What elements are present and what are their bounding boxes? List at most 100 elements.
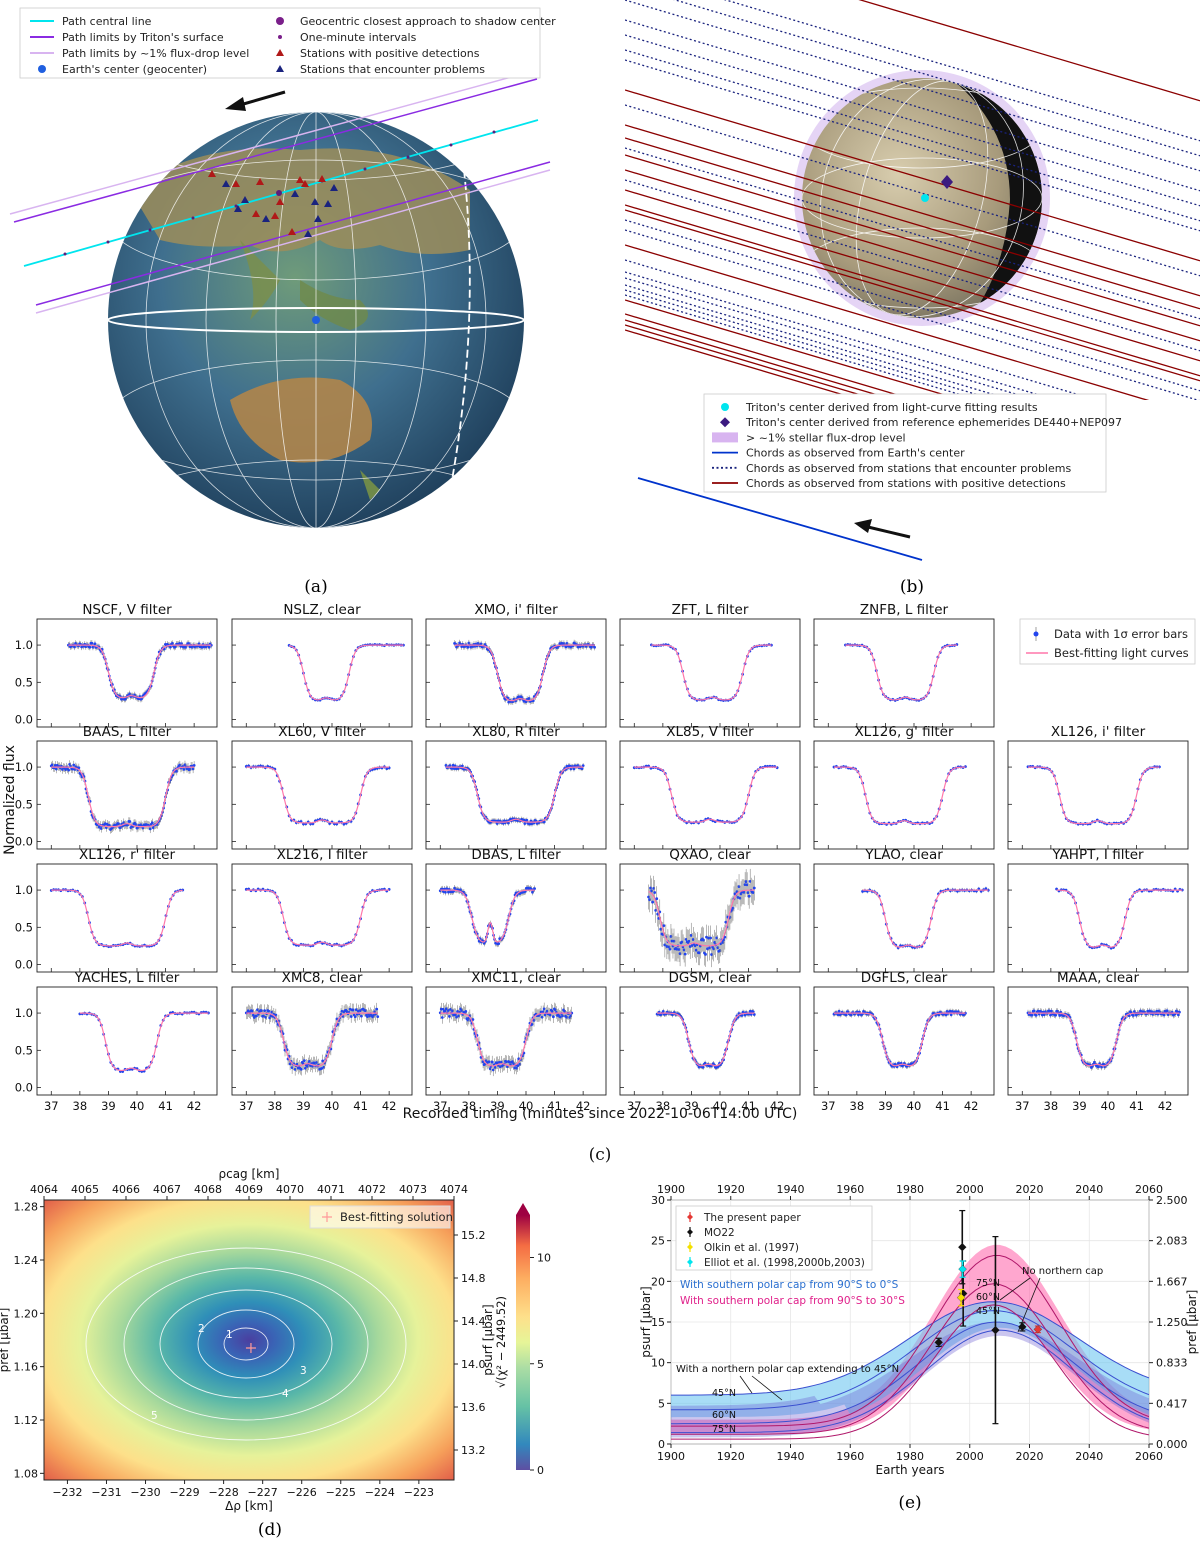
x-tick-label: 40	[130, 1099, 145, 1113]
data-point	[581, 764, 585, 768]
y-tick-label: 0.5	[15, 797, 33, 811]
d-xtick-top: 4071	[317, 1183, 345, 1196]
data-point	[716, 946, 720, 950]
data-point	[336, 1022, 340, 1026]
x-tick-label: 38	[462, 1099, 477, 1113]
chord-line	[625, 154, 1200, 327]
light-curve-subplot: XL126, i' filter	[1007, 724, 1189, 850]
data-point	[192, 763, 196, 767]
legend-b-item: Triton's center derived from reference e…	[720, 416, 1122, 429]
subplot-title: XMO, i' filter	[474, 602, 558, 618]
e-xlabel: Earth years	[875, 1463, 944, 1477]
y-tick-label: 1.0	[15, 1006, 33, 1020]
data-point	[73, 645, 76, 649]
annot-northern-cap: With a northern polar cap extending to 4…	[676, 1364, 899, 1375]
data-point	[295, 1062, 299, 1066]
data-point	[523, 822, 527, 825]
data-point	[651, 900, 655, 904]
chord-line	[625, 179, 1200, 352]
model-curve	[68, 644, 212, 699]
data-point	[376, 1015, 380, 1019]
chord-line	[625, 49, 1200, 222]
legend-b-label: Triton's center derived from light-curve…	[745, 401, 1038, 414]
data-point	[288, 1062, 292, 1066]
data-point	[508, 1060, 511, 1064]
subplot-title: XMC8, clear	[282, 970, 363, 986]
contour-label: 1	[226, 1329, 233, 1341]
data-point	[1165, 1009, 1169, 1013]
subplot-title: YLAO, clear	[864, 847, 943, 863]
data-point	[447, 890, 450, 894]
data-point	[654, 908, 658, 912]
data-point	[701, 1065, 705, 1069]
data-point	[682, 948, 686, 952]
data-point	[724, 920, 728, 924]
data-point	[684, 937, 688, 941]
model-curve	[862, 889, 989, 948]
data-point	[672, 939, 676, 943]
e-xtick-top: 1980	[896, 1183, 924, 1196]
data-point	[439, 1007, 443, 1011]
d-ytick-right: 14.8	[461, 1272, 486, 1285]
data-point	[150, 821, 154, 825]
legend-c-label: Data with 1σ error bars	[1054, 627, 1188, 641]
data-point	[450, 767, 454, 770]
legend-a-label: Geocentric closest approach to shadow ce…	[300, 15, 556, 28]
data-point	[675, 947, 679, 951]
data-point	[653, 891, 657, 894]
data-point	[151, 826, 155, 830]
data-point	[1162, 1013, 1166, 1017]
y-tick-label: 1.0	[15, 638, 33, 652]
d-xtick: −227	[248, 1486, 278, 1499]
e-xtick-top: 2000	[956, 1183, 984, 1196]
chord-line	[625, 0, 1200, 172]
light-curve-subplot: MAAA, clear 37 38 39 40 41 42	[1007, 970, 1189, 1113]
data-point	[183, 763, 187, 767]
data-point	[737, 885, 741, 889]
data-point	[122, 821, 126, 825]
d-xtick-top: 4069	[235, 1183, 263, 1196]
data-point	[541, 1010, 545, 1014]
data-point	[569, 767, 573, 771]
data-point	[264, 1015, 268, 1019]
d-xtick: −223	[404, 1486, 434, 1499]
d-ytick-right: 14.0	[461, 1358, 486, 1371]
x-tick-label: 42	[382, 1099, 397, 1113]
data-point	[479, 642, 483, 646]
data-point	[751, 891, 755, 894]
light-curve-subplot: YAHPT, I filter	[1007, 847, 1189, 973]
data-point	[513, 1066, 517, 1070]
x-tick-label: 37	[44, 1099, 59, 1113]
flux-limit-south	[35, 169, 551, 314]
legend-e-label: Olkin et al. (1997)	[704, 1242, 799, 1254]
data-point	[1032, 1009, 1036, 1013]
data-point	[290, 1066, 294, 1070]
data-point	[670, 939, 674, 943]
data-point	[117, 822, 121, 826]
model-curve	[51, 889, 183, 947]
x-tick-label: 42	[1158, 1099, 1173, 1113]
data-point	[683, 952, 687, 956]
data-point	[444, 890, 447, 894]
data-point	[747, 894, 751, 898]
data-point	[351, 1008, 355, 1012]
legend-a-item: Earth's center (geocenter)	[38, 63, 207, 76]
x-tick-label: 38	[656, 1099, 671, 1113]
legend-a-label: Earth's center (geocenter)	[62, 63, 207, 76]
d-xtick: −228	[209, 1486, 239, 1499]
light-curve-subplot: NSCF, V filter 0.0 0.5 1.0	[15, 602, 218, 728]
d-xtick-top: 4074	[440, 1183, 468, 1196]
data-point	[493, 1065, 497, 1069]
data-point	[93, 642, 97, 646]
station-markers	[208, 170, 338, 237]
data-point	[174, 645, 177, 649]
legend-a-item: Path limits by ~1% flux-drop level	[30, 47, 249, 60]
data-point	[984, 887, 988, 891]
data-point	[1030, 1013, 1034, 1017]
subplot-title: YACHES, L filter	[74, 970, 180, 986]
contour-lines	[85, 1247, 407, 1441]
legend-a-item: One-minute intervals	[278, 31, 417, 44]
model-curve	[671, 1329, 1149, 1434]
data-point	[262, 1014, 266, 1018]
x-tick-label: 41	[158, 1099, 173, 1113]
